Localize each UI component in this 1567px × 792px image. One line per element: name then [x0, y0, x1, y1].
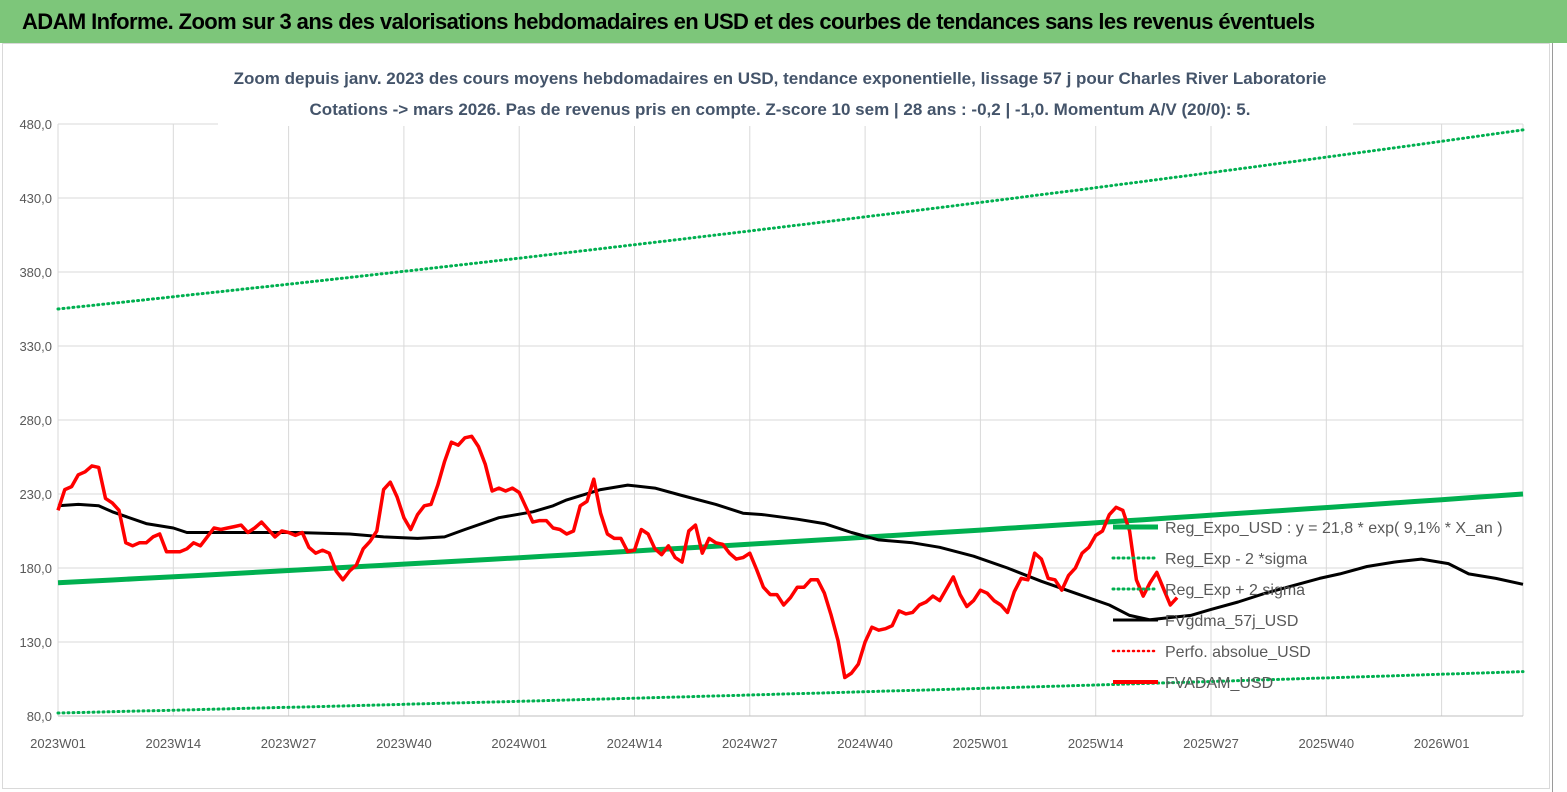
x-tick-label: 2024W14: [607, 736, 663, 751]
x-tick-label: 2023W40: [376, 736, 432, 751]
series-fvgdma-57j: [57, 483, 1524, 622]
series-reg-exp-minus-2sigma: [56, 670, 1525, 715]
legend-label: Reg_Exp - 2 *sigma: [1165, 551, 1307, 568]
legend-label: Perfo. absolue_USD: [1165, 644, 1311, 661]
y-tick-label: 330,0: [19, 339, 52, 354]
y-tick-label: 380,0: [19, 265, 52, 280]
report-banner: ADAM Informe. Zoom sur 3 ans des valoris…: [0, 0, 1567, 43]
series-fvadam-usd: [56, 434, 1179, 680]
chart-title-line-2: Cotations -> mars 2026. Pas de revenus p…: [310, 100, 1251, 119]
x-tick-label: 2024W27: [722, 736, 778, 751]
x-tick-label: 2023W14: [145, 736, 201, 751]
y-tick-label: 80,0: [27, 709, 52, 724]
legend-label: Reg_Expo_USD : y = 21,8 * exp( 9,1% * X_…: [1165, 520, 1503, 537]
series-reg-expo-trend: [57, 491, 1524, 586]
x-tick-label: 2025W01: [953, 736, 1009, 751]
report-title: ADAM Informe. Zoom sur 3 ans des valoris…: [22, 8, 1315, 34]
x-axis-ticks: 2023W01 2023W14 2023W27 2023W40 2024W01 2024W…: [30, 736, 1469, 751]
y-tick-label: 230,0: [19, 487, 52, 502]
x-tick-label: 2026W01: [1414, 736, 1470, 751]
x-tick-label: 2025W27: [1183, 736, 1239, 751]
series-reg-exp-plus-2sigma: [56, 128, 1525, 311]
y-axis-ticks: 80,0 130,0 180,0 230,0 280,0 330,0 380,0 430,0 4…: [19, 117, 52, 724]
legend: Reg_Expo_USD : y = 21,8 * exp( 9,1% * X_…: [1111, 520, 1503, 692]
window-edge: [1552, 43, 1567, 792]
chart-frame: [2, 43, 1550, 789]
series-layer: [56, 128, 1525, 715]
chart-title-line-1: Zoom depuis janv. 2023 des cours moyens …: [234, 69, 1327, 88]
x-tick-label: 2024W40: [837, 736, 893, 751]
y-tick-label: 180,0: [19, 561, 52, 576]
x-tick-label: 2025W40: [1298, 736, 1354, 751]
y-tick-label: 130,0: [19, 635, 52, 650]
x-tick-label: 2024W01: [491, 736, 547, 751]
title-backdrop: [218, 66, 1353, 126]
x-tick-label: 2025W14: [1068, 736, 1124, 751]
y-tick-label: 430,0: [19, 191, 52, 206]
y-tick-label: 280,0: [19, 413, 52, 428]
legend-label: Reg_Exp + 2 sigma: [1165, 582, 1305, 599]
legend-label: FVADAM_USD: [1165, 675, 1273, 692]
legend-label: FVgdma_57j_USD: [1165, 613, 1298, 630]
grid-lines: [57, 123, 1524, 717]
y-tick-label: 480,0: [19, 117, 52, 132]
x-tick-label: 2023W01: [30, 736, 86, 751]
x-tick-label: 2023W27: [261, 736, 317, 751]
